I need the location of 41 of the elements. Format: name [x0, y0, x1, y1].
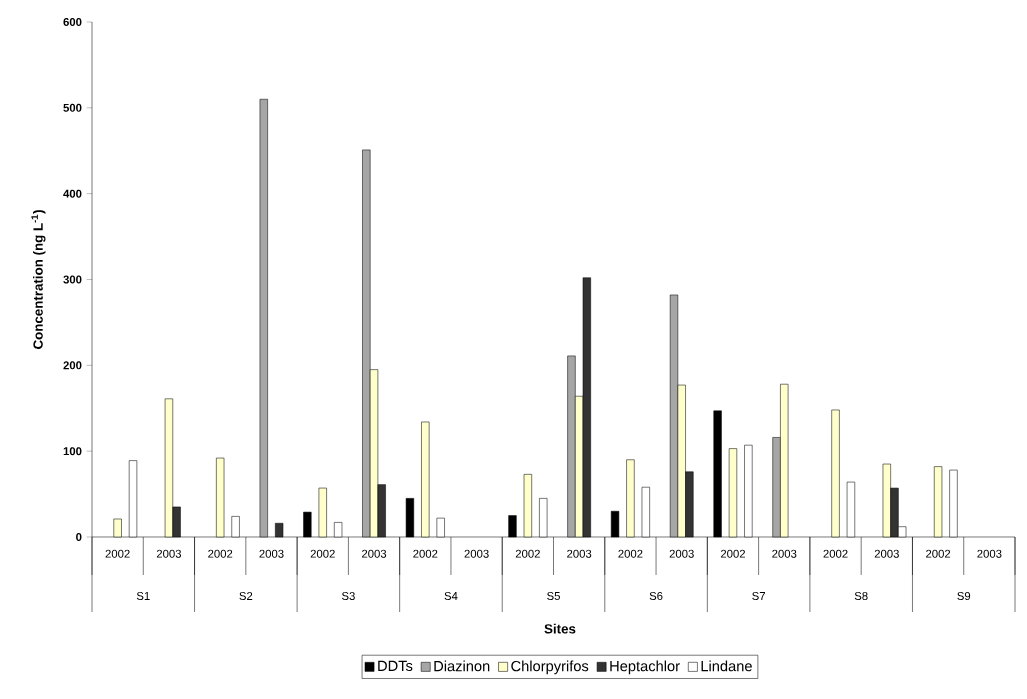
x-tick-label: 2002: [105, 549, 130, 558]
y-tick-label: 100: [63, 447, 82, 456]
x-tick-label: 2002: [208, 549, 233, 558]
text: S9: [957, 592, 971, 601]
legend-label: Diazinon: [434, 660, 490, 672]
legend-label: Lindane: [701, 660, 752, 672]
y-tick-label: 400: [63, 189, 82, 198]
legend-label: Chlorpyrifos: [511, 660, 589, 675]
x-tick-label: 2002: [515, 549, 540, 558]
x-tick-label: 2003: [567, 549, 592, 558]
x-tick-label: 2002: [720, 549, 746, 558]
x-axis-title: Sites: [544, 623, 576, 634]
x-tick-label: 2003: [977, 549, 1002, 558]
y-tick-label: 0: [76, 533, 82, 542]
x-tick-label: 2002: [310, 549, 335, 558]
x-tick-label: 2003: [156, 549, 182, 558]
x-tick-label: 2003: [259, 549, 284, 558]
x-tick-label: 2003: [464, 549, 489, 558]
legend-label: Heptachlor: [610, 660, 680, 675]
x-tick-label: 2003: [772, 549, 797, 558]
text: S3: [341, 592, 355, 601]
x-tick-label: 2002: [413, 549, 438, 558]
x-tick-label: 2002: [618, 549, 643, 558]
text: S1: [136, 592, 150, 601]
text: S2: [239, 592, 253, 601]
text: S7: [752, 592, 765, 601]
x-tick-label: 2003: [361, 549, 387, 558]
y-tick-label: 600: [63, 18, 82, 27]
legend-label: DDTs: [378, 660, 413, 672]
x-tick-label: 2002: [926, 549, 951, 558]
text: S4: [444, 592, 458, 601]
x-tick-label: 2003: [669, 549, 694, 558]
y-tick-label: 200: [63, 361, 82, 370]
text: S6: [649, 592, 663, 601]
text: S8: [854, 592, 868, 601]
y-tick-label: 300: [63, 275, 82, 284]
x-tick-label: 2003: [874, 549, 899, 558]
x-tick-label: 2002: [823, 549, 848, 558]
text: S5: [547, 592, 560, 601]
y-tick-label: 500: [63, 103, 82, 112]
y-axis-title: Concentration (ng L$^{-1}$): [31, 210, 46, 349]
